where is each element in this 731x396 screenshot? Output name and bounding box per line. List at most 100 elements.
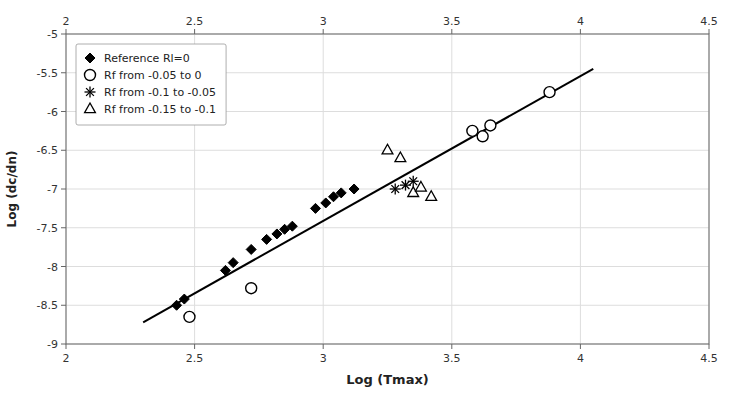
triangle: [416, 181, 427, 191]
point: [246, 244, 256, 254]
diamond: [85, 53, 95, 63]
x-top-tick-label: 3.5: [443, 15, 461, 28]
y-tick-label: -8: [47, 261, 58, 274]
asterisk-spoke: [86, 88, 94, 96]
point: [408, 176, 419, 187]
point: [395, 152, 406, 162]
circle: [467, 125, 478, 136]
legend-label: Rf from -0.05 to 0: [104, 69, 202, 82]
circle: [246, 283, 257, 294]
diamond: [172, 300, 182, 310]
diamond: [228, 258, 238, 268]
x-tick: [709, 344, 710, 349]
grid-line-y: [66, 227, 709, 228]
point: [246, 283, 257, 294]
point: [416, 181, 427, 191]
plot-frame: [66, 34, 709, 344]
y-tick-label: -9: [47, 338, 58, 351]
x-tick-label: 2: [63, 352, 70, 365]
point: [382, 144, 393, 154]
y-tick: [61, 305, 66, 306]
point: [321, 198, 331, 208]
grid: [66, 34, 709, 344]
x-top-tick: [580, 29, 581, 34]
y-tick: [61, 111, 66, 112]
y-tick-label: -7: [47, 183, 58, 196]
point: [485, 120, 496, 131]
circle: [184, 311, 195, 322]
y-tick-label: -5: [47, 28, 58, 41]
y-tick: [61, 344, 66, 345]
y-tick: [61, 266, 66, 267]
x-top-tick-label: 4: [577, 15, 584, 28]
point: [220, 265, 230, 275]
series-1: [184, 87, 555, 323]
point: [184, 311, 195, 322]
circle: [85, 70, 96, 81]
x-tick: [580, 344, 581, 349]
axes: 2 2 2.5 2.5 3 3 3.5 3.5 4 4 4.5 4.5 -9 -8.5 -8 -7.5 -7 -6…: [37, 15, 718, 365]
diamond: [220, 265, 230, 275]
point: [426, 191, 437, 201]
legend-marker: [85, 87, 96, 98]
y-tick-label: -6.5: [37, 144, 58, 157]
legend-marker: [85, 70, 96, 81]
x-tick-label: 4.5: [700, 352, 718, 365]
triangle: [426, 191, 437, 201]
asterisk-spoke: [402, 181, 410, 189]
triangle: [382, 144, 393, 154]
chart: 2 2 2.5 2.5 3 3 3.5 3.5 4 4 4.5 4.5 -9 -8.5 -8 -7.5 -7 -6…: [0, 0, 731, 396]
point: [310, 203, 320, 213]
triangle: [85, 103, 96, 113]
grid-line-y: [66, 189, 709, 190]
point: [287, 221, 297, 231]
x-tick: [194, 344, 195, 349]
point: [336, 188, 346, 198]
legend-label: Rf from -0.15 to -0.1: [104, 103, 216, 116]
circle: [544, 87, 555, 98]
diamond: [262, 234, 272, 244]
legend-marker: [85, 53, 95, 63]
diamond: [336, 188, 346, 198]
x-top-tick-label: 3: [320, 15, 327, 28]
diamond: [179, 294, 189, 304]
y-tick-label: -8.5: [37, 299, 58, 312]
diamond: [246, 244, 256, 254]
background: [0, 0, 731, 396]
point: [179, 294, 189, 304]
x-top-tick-label: 2: [63, 15, 70, 28]
x-tick-label: 3.5: [443, 352, 461, 365]
x-tick-label: 3: [320, 352, 327, 365]
y-tick: [61, 34, 66, 35]
diamond: [287, 221, 297, 231]
y-tick: [61, 227, 66, 228]
x-tick: [66, 344, 67, 349]
point: [349, 184, 359, 194]
x-top-tick: [709, 29, 710, 34]
asterisk-spoke: [409, 177, 417, 185]
x-top-tick: [451, 29, 452, 34]
legend-marker: [85, 103, 96, 113]
x-tick-label: 2.5: [186, 352, 204, 365]
grid-line-y: [66, 266, 709, 267]
circle: [485, 120, 496, 131]
x-top-tick-label: 2.5: [186, 15, 204, 28]
legend-box: [76, 44, 226, 125]
y-tick: [61, 72, 66, 73]
x-tick: [451, 344, 452, 349]
legend: Reference Rl=0 Rf from -0.05 to 0 Rf from …: [76, 44, 226, 125]
point: [228, 258, 238, 268]
y-tick-label: -7.5: [37, 222, 58, 235]
diamond: [321, 198, 331, 208]
x-top-tick-label: 4.5: [700, 15, 718, 28]
legend-label: Reference Rl=0: [104, 52, 190, 65]
series-0: [172, 184, 359, 310]
x-tick-label: 4: [577, 352, 584, 365]
legend-label: Rf from -0.1 to -0.05: [104, 86, 216, 99]
x-tick: [323, 344, 324, 349]
y-tick-label: -6: [47, 106, 58, 119]
diamond: [349, 184, 359, 194]
y-tick-label: -5.5: [37, 67, 58, 80]
point: [544, 87, 555, 98]
point: [477, 131, 488, 142]
